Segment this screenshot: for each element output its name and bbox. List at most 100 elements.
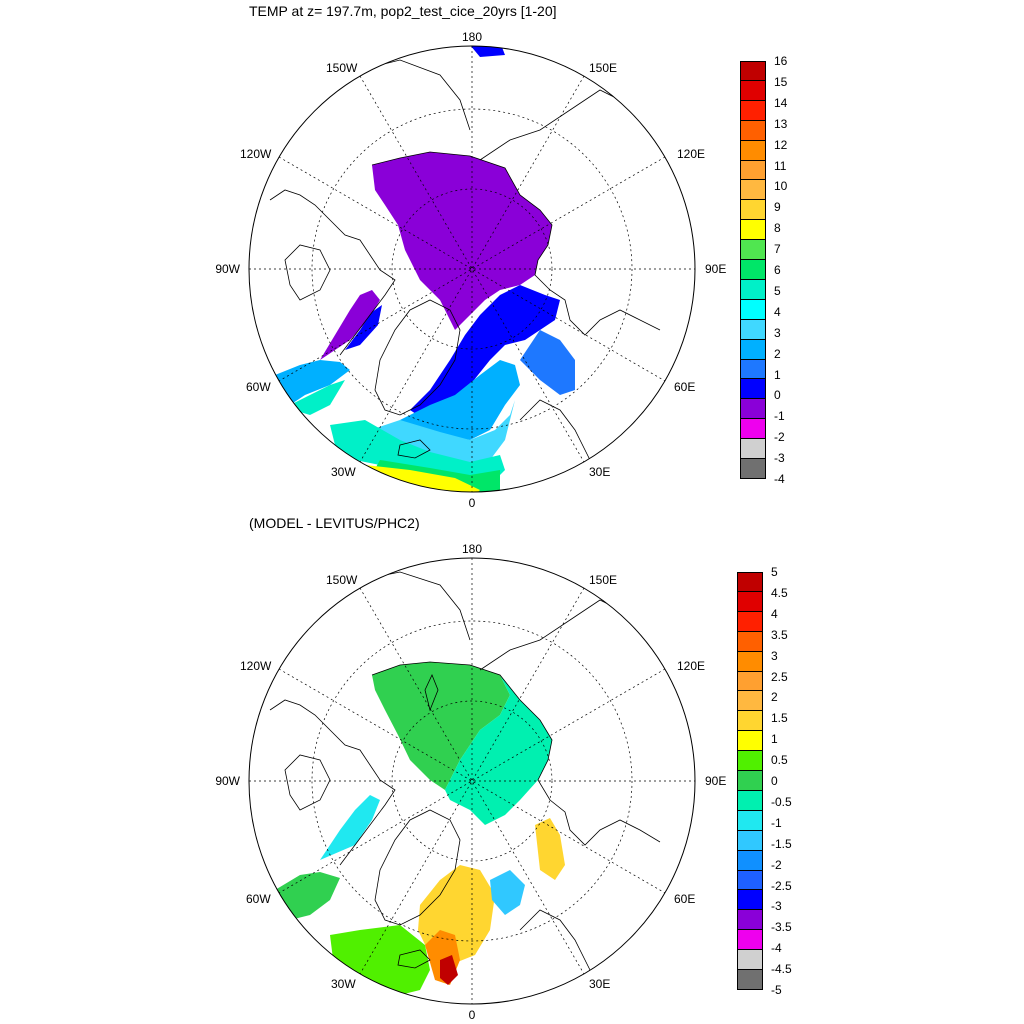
colorbar-tick-label: 1 [774, 367, 781, 382]
diff-field-barents-blue [490, 870, 525, 915]
colorbar-tick-label: 8 [774, 221, 781, 236]
colorbar-swatch [740, 459, 766, 479]
colorbar-tick-label: -4 [774, 472, 785, 486]
colorbar-swatch [740, 299, 766, 320]
lon-label-120w-b: 120W [240, 659, 272, 673]
colorbar-tick-label: -1 [774, 409, 785, 424]
colorbar-swatch [740, 419, 766, 440]
lon-label-120e: 120E [677, 147, 706, 161]
colorbar-swatch [740, 379, 766, 400]
lon-label-30w-b: 30W [331, 977, 356, 991]
colorbar-tick-label: 14 [774, 95, 788, 110]
colorbar-swatch [740, 319, 766, 340]
colorbar-tick-label: 11 [774, 158, 787, 173]
map-boundary-bottom [248, 557, 696, 1005]
colorbar-swatch [737, 731, 763, 752]
lon-label-60w: 60W [246, 380, 271, 394]
lon-label-30e-b: 30E [589, 977, 611, 991]
lon-label-90w: 90W [215, 262, 240, 276]
temp-field-barents [520, 330, 575, 395]
lon-label-120e-b: 120E [677, 659, 706, 673]
colorbar-swatch [740, 200, 766, 221]
map-title-bottom: (MODEL - LEVITUS/PHC2) [249, 515, 420, 531]
colorbar-tick-label: -5 [771, 983, 782, 997]
lon-label-90e: 90E [705, 262, 727, 276]
coastlines-top [269, 59, 661, 481]
colorbar-swatch [740, 120, 766, 141]
lon-label-60w-b: 60W [246, 892, 271, 906]
lon-label-30w: 30W [331, 465, 356, 479]
temp-field-arctic [372, 152, 552, 330]
temp-field-norwegian-1 [400, 360, 520, 440]
colorbar-swatch [740, 339, 766, 360]
colorbar-tick-label: -1.5 [771, 836, 792, 851]
lon-label-90e-b: 90E [705, 774, 727, 788]
colorbar-swatch [740, 61, 766, 81]
colorbar-tick-label: 9 [774, 200, 781, 215]
colorbar-swatch [737, 691, 763, 712]
colorbar-tick-label: -4.5 [771, 962, 792, 977]
colorbar-tick-label: 15 [774, 74, 788, 89]
diff-field-canada [320, 795, 380, 860]
colorbar-tick-label: 1 [771, 732, 778, 747]
lon-label-0: 0 [468, 496, 476, 510]
colorbar-tick-label: 2.5 [771, 669, 788, 684]
colorbar-swatch [740, 260, 766, 280]
colorbar-tick-label: 10 [774, 179, 788, 194]
temp-field-norwegian-2 [370, 400, 515, 465]
colorbar-tick-label: -3 [774, 451, 785, 466]
temp-field-atlantic-inflow [410, 285, 560, 420]
colorbar-tick-label: -3 [771, 899, 782, 914]
lon-label-60e: 60E [674, 380, 696, 394]
colorbar-swatch [740, 359, 766, 380]
lon-label-30e: 30E [589, 465, 611, 479]
colorbar-swatch [737, 830, 763, 851]
colorbar-swatch [737, 810, 763, 831]
colorbar-tick-label: -2 [771, 857, 782, 872]
lon-label-90w-b: 90W [215, 774, 240, 788]
colorbar-swatch [737, 651, 763, 672]
colorbar-tick-label: 2 [771, 690, 778, 705]
colorbar-tick-label: -3.5 [771, 920, 792, 935]
map-boundary-top [248, 45, 696, 493]
colorbar-swatch [737, 910, 763, 931]
temp-field-labrador-2 [290, 380, 345, 415]
colorbar-swatch [737, 950, 763, 971]
colorbar-tick-label: -4 [771, 941, 782, 956]
colorbar-swatch [740, 80, 766, 101]
colorbar-swatch [737, 870, 763, 891]
lon-label-0-b: 0 [468, 1008, 476, 1022]
diff-field-labrador [275, 872, 340, 920]
colorbar-swatch [737, 790, 763, 811]
colorbar-tick-label: 3.5 [771, 627, 788, 642]
colorbar-swatch [740, 220, 766, 241]
colorbar-swatch [737, 771, 763, 791]
temp-field-pacific-patch [470, 46, 505, 57]
diff-field-arctic-green [372, 662, 510, 790]
colorbar-swatch [737, 572, 763, 592]
colorbar-tick-label: 3 [771, 648, 778, 663]
temp-field-canada-channel [320, 290, 380, 360]
colorbar-swatch [740, 279, 766, 300]
colorbar-swatch [740, 240, 766, 261]
temp-field-labrador [275, 360, 350, 405]
colorbar-tick-label: 4 [774, 304, 781, 319]
colorbar-bottom: 5 4.5 4 3.5 3 2.5 2 1.5 1 0.5 0 -0.5 -1 -1.5 -2 -2.5 -3 -… [737, 565, 792, 997]
map-title-top: TEMP at z= 197.7m, pop2_test_cice_20yrs … [249, 3, 557, 19]
graticule-bottom [249, 558, 695, 1004]
colorbar-swatch [740, 399, 766, 420]
temp-field-norwegian-3 [330, 420, 505, 485]
graticule-top [249, 46, 695, 492]
colorbar-swatch [740, 439, 766, 460]
colorbar-swatch [737, 671, 763, 692]
colorbar-swatch [737, 890, 763, 911]
colorbar-swatch [737, 930, 763, 951]
colorbar-tick-label: 0 [774, 388, 781, 403]
colorbar-swatch [740, 160, 766, 181]
colorbar-tick-label: 6 [774, 263, 781, 277]
colorbar-tick-label: -0.5 [771, 794, 792, 809]
colorbar-tick-label: 4.5 [771, 585, 788, 600]
colorbar-swatch [737, 751, 763, 772]
colorbar-top: 16 15 14 13 12 11 10 9 8 7 6 5 4 3 2 1 0 -1 -2 -3 -4 [740, 54, 787, 486]
